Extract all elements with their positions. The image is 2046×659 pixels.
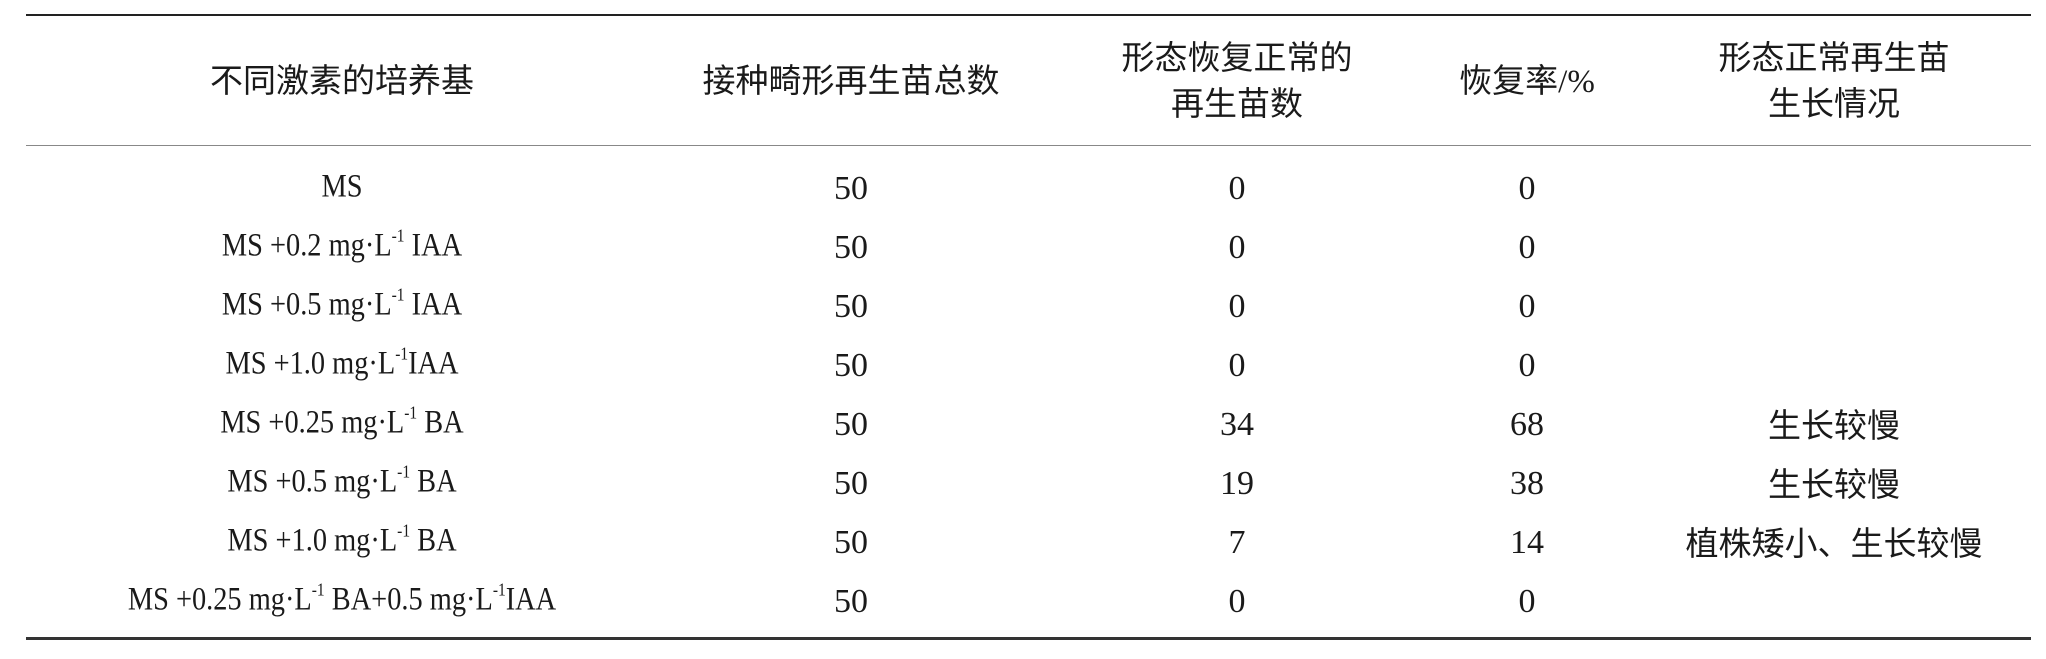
recovery-rate-cell: 0 — [1518, 347, 1536, 384]
medium-label: MS +0.25 mg·L-1 BA+0.5 mg·L-1IAA — [127, 579, 557, 619]
header-line: 形态恢复正常的 — [1121, 41, 1353, 77]
total-seedlings-cell: 50 — [834, 583, 868, 620]
medium-label: MS +0.5 mg·L-1 BA — [227, 461, 457, 501]
header-growth: 形态正常再生苗 生长情况 — [1719, 36, 1950, 128]
recovery-rate-cell: 0 — [1518, 288, 1536, 325]
medium-text: MS +0.25 mg·L — [127, 581, 312, 618]
medium-label: MS +1.0 mg·L-1 BA — [227, 520, 457, 560]
header-line: 再生苗数 — [1171, 87, 1303, 123]
total-seedlings-cell: 50 — [834, 170, 868, 207]
medium-label: MS — [321, 169, 362, 206]
header-line: 接种畸形再生苗总数 — [702, 64, 1000, 100]
medium-cell: MS — [318, 169, 366, 206]
total-seedlings-cell: 50 — [834, 524, 868, 561]
medium-label: MS +1.0 mg·L-1IAA — [225, 343, 459, 383]
medium-text: MS +1.0 mg·L — [227, 522, 398, 559]
superscript: -1 — [395, 343, 409, 364]
superscript: -1 — [391, 284, 405, 305]
header-line: 不同激素的培养基 — [210, 64, 474, 100]
total-seedlings-cell: 50 — [834, 406, 868, 443]
medium-cell: MS +0.5 mg·L-1 IAA — [202, 284, 481, 324]
medium-text: MS — [321, 168, 363, 205]
medium-text: BA — [410, 522, 457, 559]
growth-cell: 生长较慢 — [1768, 409, 1900, 445]
medium-cell: MS +0.5 mg·L-1 BA — [209, 461, 475, 501]
medium-text: BA — [410, 463, 457, 500]
header-normal-seedlings: 形态恢复正常的 再生苗数 — [1122, 36, 1353, 128]
recovery-rate-cell: 0 — [1518, 170, 1536, 207]
header-recovery-rate: 恢复率/% — [1459, 59, 1595, 105]
header-total-seedlings: 接种畸形再生苗总数 — [703, 59, 1000, 105]
medium-text: IAA — [404, 286, 463, 323]
total-seedlings-cell: 50 — [834, 347, 868, 384]
table-bottom-rule — [26, 637, 2031, 640]
medium-text: MS +1.0 mg·L — [225, 345, 396, 382]
medium-text: MS +0.25 mg·L — [220, 404, 405, 441]
medium-label: MS +0.5 mg·L-1 IAA — [221, 284, 463, 324]
medium-text: BA — [417, 404, 464, 441]
medium-text: MS +0.5 mg·L — [221, 286, 392, 323]
medium-label: MS +0.25 mg·L-1 BA — [220, 402, 464, 442]
medium-label: MS +0.2 mg·L-1 IAA — [221, 225, 463, 265]
normal-seedlings-cell: 7 — [1228, 524, 1246, 561]
medium-cell: MS +1.0 mg·L-1IAA — [206, 343, 477, 383]
superscript: -1 — [311, 579, 325, 600]
growth-cell: 生长较慢 — [1768, 468, 1900, 504]
superscript: -1 — [404, 402, 418, 423]
superscript: -1 — [492, 579, 506, 600]
superscript: -1 — [397, 461, 411, 482]
medium-cell: MS +1.0 mg·L-1 BA — [209, 520, 475, 560]
medium-cell: MS +0.25 mg·L-1 BA — [201, 402, 484, 442]
header-line: 恢复率/% — [1459, 64, 1595, 100]
growth-cell: 植株矮小、生长较慢 — [1685, 527, 1983, 563]
superscript: -1 — [391, 225, 405, 246]
normal-seedlings-cell: 0 — [1228, 347, 1246, 384]
medium-cell: MS +0.2 mg·L-1 IAA — [202, 225, 481, 265]
normal-seedlings-cell: 0 — [1228, 229, 1246, 266]
recovery-rate-cell: 14 — [1510, 524, 1544, 561]
recovery-rate-cell: 38 — [1510, 465, 1544, 502]
superscript: -1 — [397, 520, 411, 541]
total-seedlings-cell: 50 — [834, 229, 868, 266]
medium-text: BA+0.5 mg·L — [324, 581, 493, 618]
recovery-rate-cell: 0 — [1518, 229, 1536, 266]
normal-seedlings-cell: 0 — [1228, 583, 1246, 620]
total-seedlings-cell: 50 — [834, 288, 868, 325]
table-top-rule — [26, 14, 2031, 16]
normal-seedlings-cell: 34 — [1220, 406, 1254, 443]
table-header-rule — [26, 145, 2031, 146]
medium-text: IAA — [408, 345, 459, 382]
medium-text: IAA — [505, 581, 557, 618]
total-seedlings-cell: 50 — [834, 465, 868, 502]
medium-text: MS +0.2 mg·L — [221, 227, 392, 264]
medium-cell: MS +0.25 mg·L-1 BA+0.5 mg·L-1IAA — [93, 579, 591, 619]
normal-seedlings-cell: 19 — [1220, 465, 1254, 502]
header-medium: 不同激素的培养基 — [210, 59, 474, 105]
recovery-rate-cell: 68 — [1510, 406, 1544, 443]
header-line: 形态正常再生苗 — [1718, 41, 1950, 77]
medium-text: MS +0.5 mg·L — [227, 463, 398, 500]
medium-text: IAA — [404, 227, 463, 264]
header-line: 生长情况 — [1768, 87, 1900, 123]
recovery-rate-cell: 0 — [1518, 583, 1536, 620]
normal-seedlings-cell: 0 — [1228, 288, 1246, 325]
normal-seedlings-cell: 0 — [1228, 170, 1246, 207]
